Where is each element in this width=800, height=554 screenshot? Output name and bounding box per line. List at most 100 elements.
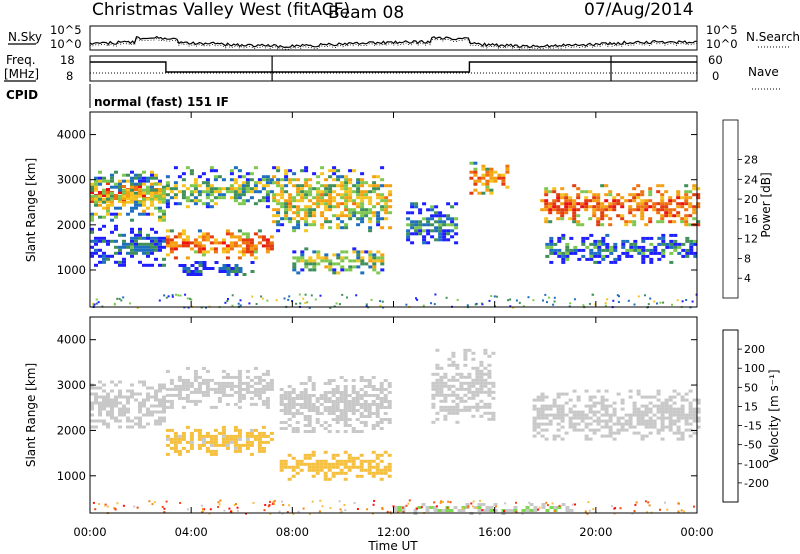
range-cell <box>556 199 561 203</box>
range-cell <box>249 172 254 176</box>
range-cell <box>169 250 174 254</box>
range-cell <box>692 410 697 414</box>
range-cell <box>150 194 154 198</box>
range-cell <box>181 378 186 382</box>
range-cell <box>556 407 561 411</box>
range-cell <box>249 196 254 200</box>
range-cell <box>459 408 464 412</box>
range-cell <box>487 381 492 385</box>
colorbar-tick-label: 16 <box>744 213 758 226</box>
range-cell <box>323 409 328 412</box>
range-cell <box>426 220 431 224</box>
range-cell <box>455 402 460 406</box>
range-cell <box>414 229 419 233</box>
range-cell <box>308 190 313 194</box>
range-cell <box>185 187 190 191</box>
range-cell <box>265 244 270 248</box>
range-cell <box>177 235 182 239</box>
range-cell <box>584 416 589 420</box>
range-cell <box>340 265 345 269</box>
range-cell <box>331 400 336 403</box>
range-cell <box>359 406 364 409</box>
range-cell <box>118 245 122 249</box>
range-cell <box>169 393 174 397</box>
range-cell <box>572 389 577 393</box>
range-cell <box>335 406 340 409</box>
range-cell <box>142 398 146 402</box>
range-cell <box>146 386 150 390</box>
range-cell <box>142 404 146 408</box>
range-cell <box>356 202 361 206</box>
range-cell <box>561 257 566 261</box>
range-cell <box>604 302 607 305</box>
colorbar-tick-label: 12 <box>744 233 758 246</box>
range-cell <box>249 384 254 388</box>
range-cell <box>332 196 337 200</box>
range-cell <box>292 229 297 233</box>
range-cell <box>364 211 369 215</box>
range-cell <box>693 251 698 255</box>
range-cell <box>90 254 94 258</box>
range-cell <box>696 410 701 414</box>
range-cell <box>688 205 693 209</box>
range-cell <box>94 197 98 201</box>
range-cell <box>363 424 368 427</box>
range-cell <box>94 508 97 511</box>
range-cell <box>193 196 198 200</box>
frequency-panel: Freq. [MHz] 18 8 60 0 Nave <box>4 53 780 90</box>
range-cell <box>443 393 448 397</box>
range-cell <box>154 191 158 195</box>
range-cell <box>340 250 345 254</box>
range-cell <box>308 223 313 227</box>
range-cell <box>422 235 427 239</box>
range-cell <box>327 462 332 466</box>
range-cell <box>576 395 581 399</box>
range-cell <box>300 256 305 260</box>
range-cell <box>284 169 289 173</box>
range-cell <box>518 301 521 304</box>
range-cell <box>689 248 694 252</box>
range-cell <box>477 176 482 180</box>
range-cell <box>540 404 545 408</box>
range-cell <box>173 247 178 251</box>
range-cell <box>540 395 545 399</box>
range-cell <box>592 431 597 435</box>
range-cell <box>525 506 530 509</box>
range-cell <box>467 408 472 412</box>
range-cell <box>525 509 530 512</box>
range-cell <box>332 184 337 188</box>
range-cell <box>118 395 122 399</box>
range-cell <box>165 443 170 447</box>
range-cell <box>680 434 685 438</box>
range-cell <box>576 422 581 426</box>
range-cell <box>344 202 349 206</box>
range-cell <box>154 395 158 399</box>
range-cell <box>291 415 296 418</box>
range-cell <box>279 427 284 430</box>
range-cell <box>347 394 352 397</box>
range-cell <box>684 223 689 227</box>
range-cell <box>597 248 602 252</box>
range-cell <box>328 205 333 209</box>
range-cell <box>447 357 452 361</box>
range-cell <box>459 399 464 403</box>
range-cell <box>95 298 98 301</box>
range-cell <box>126 416 130 420</box>
range-cell <box>446 506 449 509</box>
range-cell <box>142 170 146 174</box>
range-cell <box>233 181 238 185</box>
range-cell <box>261 244 266 248</box>
range-cell <box>372 268 377 272</box>
range-cell <box>98 260 102 264</box>
range-cell <box>620 428 625 432</box>
range-cell <box>279 388 284 391</box>
range-cell <box>237 393 242 397</box>
range-cell <box>102 206 106 210</box>
range-cell <box>269 235 274 239</box>
range-cell <box>548 211 553 215</box>
range-cell <box>600 211 605 215</box>
range-cell <box>316 193 321 197</box>
range-cell <box>435 417 440 421</box>
range-cell <box>447 408 452 412</box>
range-cell <box>130 248 134 252</box>
